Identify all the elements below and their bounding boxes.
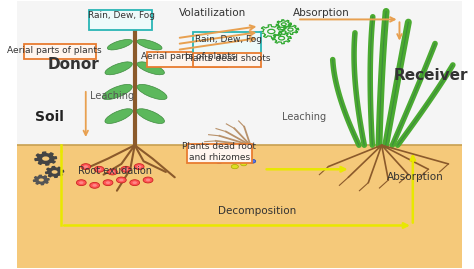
Circle shape: [97, 168, 101, 171]
Text: Aerial parts of plants: Aerial parts of plants: [7, 46, 102, 55]
Ellipse shape: [108, 40, 132, 50]
Circle shape: [143, 177, 153, 183]
Circle shape: [108, 169, 118, 175]
Polygon shape: [46, 167, 64, 177]
Circle shape: [79, 181, 83, 184]
Ellipse shape: [137, 109, 164, 123]
Ellipse shape: [137, 84, 167, 100]
Text: Volatilization: Volatilization: [179, 8, 246, 18]
Text: Decomposition: Decomposition: [218, 206, 296, 216]
Circle shape: [83, 165, 88, 168]
Circle shape: [137, 165, 141, 168]
Text: Aerial parts of plants: Aerial parts of plants: [141, 52, 236, 61]
Circle shape: [90, 182, 100, 188]
Text: Leaching: Leaching: [282, 112, 326, 122]
Circle shape: [39, 178, 44, 182]
Circle shape: [106, 181, 110, 184]
Circle shape: [119, 179, 124, 181]
Circle shape: [220, 151, 227, 155]
Circle shape: [134, 164, 144, 169]
Ellipse shape: [137, 40, 162, 50]
Ellipse shape: [105, 62, 132, 75]
Circle shape: [52, 170, 58, 174]
Text: Absorption: Absorption: [387, 172, 443, 182]
Bar: [17, 1, 462, 145]
Text: Absorption: Absorption: [293, 8, 350, 18]
FancyBboxPatch shape: [187, 144, 252, 163]
Polygon shape: [35, 152, 56, 165]
Circle shape: [235, 148, 243, 153]
Circle shape: [81, 164, 91, 169]
FancyBboxPatch shape: [193, 32, 261, 54]
Text: Rain, Dew, Fog: Rain, Dew, Fog: [195, 35, 262, 44]
Ellipse shape: [102, 84, 132, 100]
Text: Leaching: Leaching: [90, 91, 134, 101]
Circle shape: [206, 154, 214, 158]
Circle shape: [92, 184, 97, 187]
Ellipse shape: [105, 109, 133, 123]
Circle shape: [94, 166, 104, 172]
Circle shape: [132, 181, 137, 184]
Text: Plants dead root
and rhizomes: Plants dead root and rhizomes: [182, 142, 256, 162]
Text: Root exudation: Root exudation: [78, 166, 152, 176]
Circle shape: [212, 149, 218, 153]
Circle shape: [117, 177, 126, 183]
Circle shape: [110, 171, 115, 173]
FancyBboxPatch shape: [89, 10, 152, 30]
FancyBboxPatch shape: [24, 44, 96, 59]
Circle shape: [241, 162, 247, 166]
Text: Receiver: Receiver: [393, 68, 468, 83]
FancyBboxPatch shape: [147, 52, 227, 67]
Circle shape: [76, 180, 86, 186]
Text: Donor: Donor: [48, 57, 100, 72]
Circle shape: [42, 156, 49, 161]
FancyBboxPatch shape: [193, 54, 261, 67]
Circle shape: [244, 154, 251, 158]
Circle shape: [231, 164, 238, 169]
Circle shape: [124, 168, 128, 171]
Circle shape: [103, 180, 113, 186]
Text: Rain, Dew, Fog: Rain, Dew, Fog: [88, 11, 155, 20]
Bar: [17, 145, 462, 268]
Ellipse shape: [137, 62, 164, 75]
Text: Plants dead shoots: Plants dead shoots: [185, 54, 271, 63]
Polygon shape: [34, 175, 49, 185]
Circle shape: [249, 160, 256, 163]
Circle shape: [227, 157, 234, 160]
Circle shape: [216, 159, 223, 163]
Circle shape: [121, 166, 131, 172]
Circle shape: [146, 179, 150, 181]
Ellipse shape: [129, 11, 140, 27]
Text: Soil: Soil: [35, 110, 64, 124]
Circle shape: [130, 180, 140, 186]
